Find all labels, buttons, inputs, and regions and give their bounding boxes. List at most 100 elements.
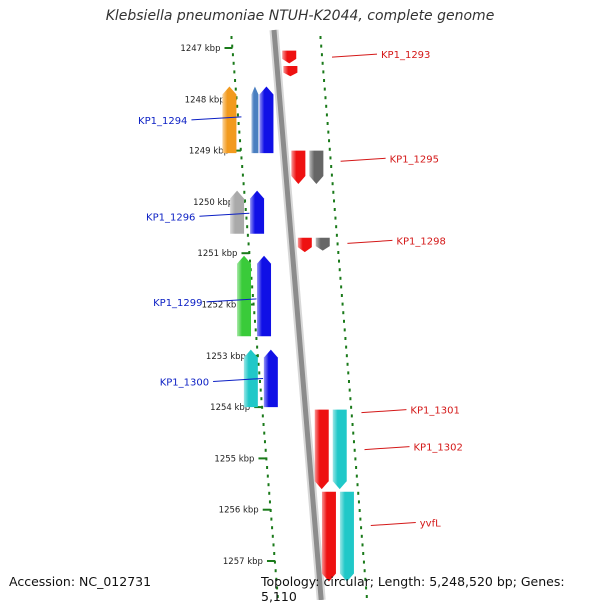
ruler-dot: [353, 448, 356, 452]
gene-label-kp1_1293[interactable]: KP1_1293: [381, 50, 430, 61]
gene-label-kp1_1294[interactable]: KP1_1294: [138, 116, 187, 127]
accession-text: Accession: NC_012731: [9, 574, 152, 589]
ruler-tick-label: 1251 kbp: [197, 249, 237, 259]
ruler-dot: [364, 577, 367, 581]
ruler-dot: [326, 122, 329, 125]
ruler-dot: [258, 380, 261, 383]
ruler-dot: [320, 44, 323, 48]
gene-feature-f6[interactable]: [291, 150, 306, 184]
ruler-dot: [274, 569, 277, 573]
ruler-dot: [333, 208, 336, 211]
ruler-dot: [260, 397, 263, 401]
ruler-dot: [234, 79, 237, 82]
ruler-dot: [251, 285, 254, 289]
gene-feature-f14[interactable]: [243, 349, 258, 408]
ruler-dot: [254, 328, 257, 332]
ruler-dot: [271, 534, 274, 538]
ruler-dot: [319, 36, 322, 39]
ruler-dot: [333, 199, 336, 203]
gene-feature-f10[interactable]: [297, 237, 312, 253]
gene-feature-f9[interactable]: [250, 190, 265, 234]
ruler-dot: [358, 509, 361, 512]
ruler-dot: [330, 165, 333, 168]
ruler-tick-label: 1257 kbp: [223, 557, 263, 567]
ruler-dot: [236, 113, 239, 117]
ruler-dot: [237, 122, 240, 125]
ruler-dot: [352, 431, 355, 435]
ruler-dot: [346, 362, 349, 366]
ruler-dot: [266, 474, 269, 478]
gene-label-connector: [206, 298, 257, 303]
gene-label-yvfl[interactable]: yvfL: [420, 519, 441, 530]
gene-feature-f5[interactable]: [259, 86, 274, 154]
ruler-dot: [321, 61, 324, 65]
ruler-dot: [340, 294, 343, 297]
ruler-dot: [335, 225, 338, 229]
gene-feature-f18[interactable]: [321, 491, 336, 582]
ruler-dot: [338, 259, 341, 263]
ruler-dot: [268, 491, 271, 495]
ruler-dot: [332, 190, 335, 194]
gene-label-kp1_1302[interactable]: KP1_1302: [413, 443, 462, 454]
gene-label-kp1_1295[interactable]: KP1_1295: [390, 154, 439, 165]
ruler-dot: [357, 491, 360, 495]
gene-feature-f13[interactable]: [257, 255, 272, 337]
ruler-tick-label: 1253 kbp: [206, 352, 246, 362]
ruler-dot: [230, 36, 233, 39]
ruler-dot: [246, 225, 249, 229]
ruler-dot: [336, 242, 339, 246]
ruler-dot: [276, 586, 279, 590]
gene-feature-f1[interactable]: [282, 50, 297, 64]
ruler-dot: [354, 457, 357, 461]
gene-label-connector: [370, 522, 416, 527]
gene-feature-f7[interactable]: [309, 150, 324, 184]
ruler-dot: [331, 182, 334, 186]
gene-label-connector: [199, 212, 250, 217]
ruler-dot: [322, 70, 325, 74]
gene-feature-f4[interactable]: [251, 86, 259, 154]
ruler-dot: [243, 190, 246, 194]
ruler-tick-label: 1248 kbp: [185, 95, 225, 105]
gene-label-kp1_1299[interactable]: KP1_1299: [153, 298, 202, 309]
ruler-dot: [350, 405, 353, 409]
gene-label-connector: [340, 157, 386, 162]
ruler-dot: [239, 139, 242, 143]
gene-label-kp1_1296[interactable]: KP1_1296: [146, 212, 195, 223]
genome-backbone: [271, 29, 324, 600]
ruler-dot: [342, 311, 345, 315]
ruler-dot: [335, 233, 338, 237]
gene-feature-f16[interactable]: [314, 409, 329, 490]
ruler-tick-label: 1255 kbp: [214, 454, 254, 464]
gene-label-connector: [347, 239, 393, 244]
gene-feature-f17[interactable]: [332, 409, 347, 490]
ruler-dot: [343, 328, 346, 332]
ruler-tick-label: 1256 kbp: [219, 506, 259, 516]
gene-feature-f8[interactable]: [230, 190, 245, 234]
ruler-dot: [239, 147, 242, 151]
gene-label-kp1_1298[interactable]: KP1_1298: [396, 236, 445, 247]
ruler-dot: [251, 294, 254, 297]
gene-label-kp1_1300[interactable]: KP1_1300: [160, 377, 209, 388]
ruler-dot: [356, 483, 359, 487]
gene-label-kp1_1301[interactable]: KP1_1301: [410, 406, 459, 417]
ruler-dot: [273, 560, 276, 564]
ruler-dot: [249, 259, 252, 263]
ruler-dot: [256, 345, 259, 349]
ruler-dot: [327, 130, 330, 134]
gene-feature-f11[interactable]: [315, 237, 330, 251]
gene-feature-f19[interactable]: [339, 491, 354, 582]
ruler-dot: [231, 53, 234, 57]
gene-feature-f2[interactable]: [283, 65, 298, 77]
gene-feature-f3[interactable]: [222, 86, 237, 154]
gene-feature-f12[interactable]: [237, 255, 252, 337]
genome-title: Klebsiella pneumoniae NTUH-K2044, comple…: [105, 8, 495, 24]
gene-feature-f15[interactable]: [263, 349, 278, 408]
ruler-dot: [347, 380, 350, 383]
ruler-dot: [360, 534, 363, 538]
ruler-dot: [257, 362, 260, 366]
ruler-dot: [341, 302, 344, 306]
ruler-dot: [325, 104, 328, 108]
ruler-dot: [236, 104, 239, 108]
ruler-dot: [339, 276, 342, 280]
